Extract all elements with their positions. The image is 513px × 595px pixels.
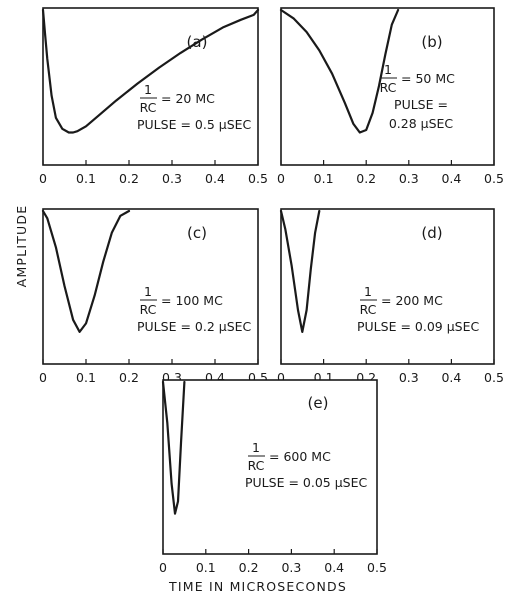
rc-denominator-3: RC	[360, 302, 377, 317]
panel-label-3: (d)	[421, 224, 442, 242]
panel-e: 0 0.1 0.2 0.3 0.4 0.5 (e) 1 RC = 600 MC PULSE = 0.…	[159, 379, 387, 575]
x-tick-label-4-5: 0.5	[367, 560, 387, 575]
pulse-label-4: PULSE = 0.05 μSEC	[245, 475, 367, 490]
x-tick-label-2-1: 0.1	[76, 370, 96, 385]
rc-value-4: = 600 MC	[269, 449, 331, 464]
x-tick-label-4-3: 0.3	[281, 560, 301, 575]
panel-frame-3	[280, 208, 495, 365]
panel-frame-1	[280, 7, 495, 166]
pulse-label-3: PULSE = 0.09 μSEC	[357, 319, 479, 334]
panels-group: 0 0.1 0.2 0.3 0.4 0.5 (a) 1 RC = 20 MC PULSE = 0.5…	[39, 7, 504, 575]
panel-label-4: (e)	[308, 394, 329, 412]
rc-value-2: = 100 MC	[161, 293, 223, 308]
rc-value-1: = 50 MC	[401, 71, 455, 86]
rc-value-3: = 200 MC	[381, 293, 443, 308]
x-tick-label-1-3: 0.3	[399, 171, 419, 186]
rc-numerator-1: 1	[384, 62, 392, 77]
x-tick-label-1-2: 0.2	[356, 171, 376, 186]
x-tick-label-0-1: 0.1	[76, 171, 96, 186]
waveform-curve-2	[41, 209, 131, 333]
rc-numerator-4: 1	[252, 440, 260, 455]
x-tick-label-1-4: 0.4	[441, 171, 461, 186]
x-tick-label-3-5: 0.5	[484, 370, 504, 385]
waveform-curve-0	[41, 8, 260, 134]
waveform-curve-1	[279, 8, 400, 134]
panel-label-2: (c)	[187, 224, 207, 242]
x-tick-label-4-4: 0.4	[324, 560, 344, 575]
waveform-curve-3	[279, 209, 321, 333]
x-tick-label-1-5: 0.5	[484, 171, 504, 186]
x-tick-label-4-0: 0	[159, 560, 167, 575]
rc-denominator-1: RC	[380, 80, 397, 95]
x-tick-label-1-0: 0	[277, 171, 285, 186]
x-tick-label-1-1: 0.1	[314, 171, 334, 186]
rc-numerator-3: 1	[364, 284, 372, 299]
x-tick-label-0-0: 0	[39, 171, 47, 186]
panel-frame-4	[162, 379, 378, 555]
panel-a: 0 0.1 0.2 0.3 0.4 0.5 (a) 1 RC = 20 MC PULSE = 0.5…	[39, 7, 268, 186]
rc-denominator-4: RC	[248, 458, 265, 473]
rc-numerator-0: 1	[144, 82, 152, 97]
x-tick-label-0-5: 0.5	[248, 171, 268, 186]
x-tick-label-3-3: 0.3	[399, 370, 419, 385]
rc-denominator-2: RC	[140, 302, 157, 317]
x-tick-label-2-0: 0	[39, 370, 47, 385]
x-axis-label: TIME IN MICROSECONDS	[168, 579, 347, 594]
x-tick-label-0-4: 0.4	[205, 171, 225, 186]
waveform-curve-4	[161, 380, 186, 515]
x-tick-label-4-2: 0.2	[239, 560, 259, 575]
y-axis-label: AMPLITUDE	[14, 205, 29, 288]
rc-value-0: = 20 MC	[161, 91, 215, 106]
panel-frame-2	[42, 208, 259, 365]
pulse-label-2: PULSE = 0.2 μSEC	[137, 319, 252, 334]
panel-label-1: (b)	[421, 33, 442, 51]
x-tick-label-2-2: 0.2	[119, 370, 139, 385]
pulse-label-line2-1: 0.28 μSEC	[389, 116, 454, 131]
x-tick-label-3-4: 0.4	[441, 370, 461, 385]
x-tick-label-4-1: 0.1	[196, 560, 216, 575]
pulse-label-0: PULSE = 0.5 μSEC	[137, 117, 252, 132]
x-tick-label-0-2: 0.2	[119, 171, 139, 186]
x-tick-label-3-0: 0	[277, 370, 285, 385]
panel-frame-0	[42, 7, 259, 166]
rc-denominator-0: RC	[140, 100, 157, 115]
x-tick-label-0-3: 0.3	[162, 171, 182, 186]
pulse-label-line1-1: PULSE =	[394, 97, 448, 112]
panel-label-0: (a)	[187, 33, 208, 51]
panel-b: 0 0.1 0.2 0.3 0.4 0.5 (b) 1 RC = 50 MC PULSE = 0.28…	[277, 7, 504, 186]
rc-numerator-2: 1	[144, 284, 152, 299]
